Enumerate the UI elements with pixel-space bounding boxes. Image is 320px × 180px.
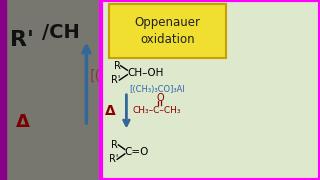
Text: [CO]₃Al: [CO]₃Al [198,62,277,82]
Bar [101,0,320,180]
Text: [(: [( [90,69,100,83]
Text: Oppenauer
oxidation: Oppenauer oxidation [134,16,200,46]
Text: Δ: Δ [105,104,116,118]
Bar [314,0,320,180]
Text: R': R' [10,30,34,50]
Text: C=O: C=O [125,147,149,157]
Text: CH₃–C–CH₃: CH₃–C–CH₃ [133,106,181,115]
Text: CH: CH [230,149,261,168]
Bar [0,0,6,180]
Text: [(CH₃)₃CO]₃Al: [(CH₃)₃CO]₃Al [130,85,185,94]
Text: R': R' [111,75,121,85]
Text: O: O [156,93,164,103]
Text: R: R [111,140,118,150]
Text: /CH: /CH [42,23,79,42]
Text: R: R [114,61,120,71]
Text: Δ: Δ [15,113,29,131]
Text: CH–OH: CH–OH [127,68,164,78]
Text: R': R' [109,154,118,164]
Bar [109,4,226,58]
